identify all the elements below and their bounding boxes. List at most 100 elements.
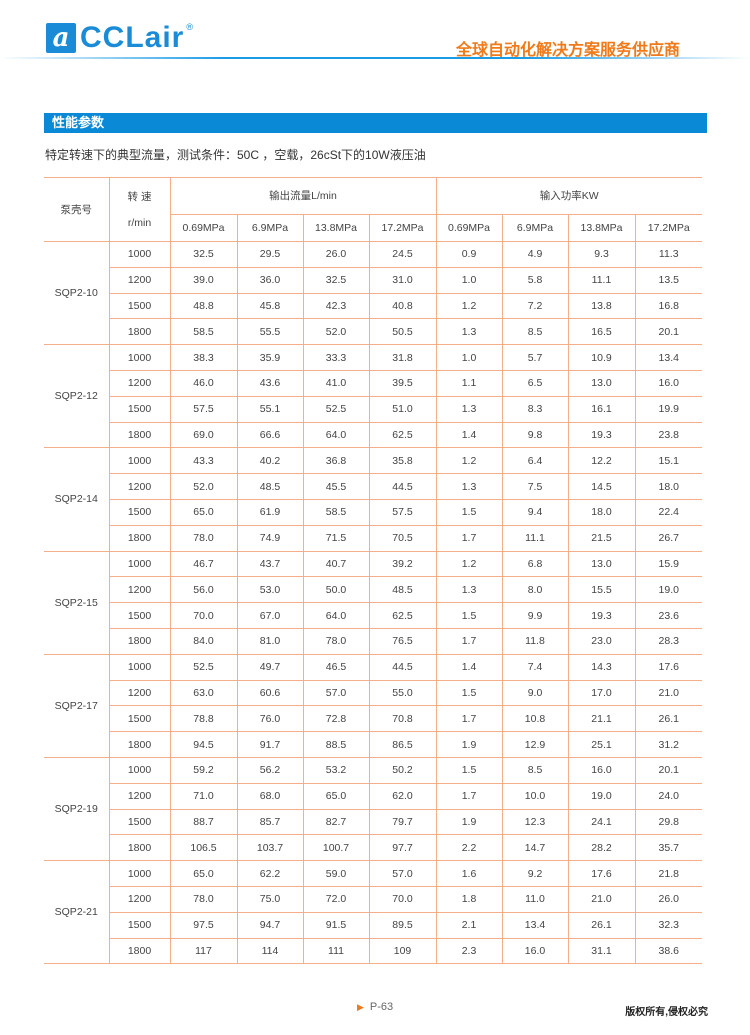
flow-cell: 62.5 <box>368 602 437 629</box>
power-cell: 1.5 <box>435 498 503 526</box>
power-cell: 6.5 <box>501 369 569 397</box>
flow-cell: 43.6 <box>236 369 304 397</box>
power-cell: 1.4 <box>435 421 503 449</box>
speed-cell: 1800 <box>109 937 171 965</box>
speed-cell: 1800 <box>109 421 171 449</box>
flow-cell: 55.5 <box>236 318 304 346</box>
flow-cell: 35.9 <box>236 344 304 371</box>
power-cell: 10.8 <box>501 705 569 733</box>
table-row: SQP2-19 1000 59.2 56.2 53.2 50.2 1.5 8.5 16.0 20.… <box>44 756 702 862</box>
pump-model-cell: SQP2-10 <box>44 240 110 346</box>
flow-cell: 41.0 <box>302 369 370 397</box>
power-cell: 16.0 <box>634 369 702 397</box>
pump-model-cell: SQP2-21 <box>44 860 110 965</box>
power-cell: 4.9 <box>501 241 569 268</box>
power-cell: 16.5 <box>567 318 636 346</box>
power-cell: 19.0 <box>634 576 702 604</box>
flow-cell: 85.7 <box>236 808 304 836</box>
flow-cell: 50.2 <box>368 756 437 784</box>
flow-cell: 43.3 <box>169 447 238 475</box>
power-cell: 13.8 <box>567 292 636 320</box>
flow-cell: 109 <box>368 937 437 965</box>
header-pressure: 13.8MPa <box>567 214 636 242</box>
speed-cell: 1000 <box>108 241 171 268</box>
power-cell: 15.5 <box>567 576 636 604</box>
pump-model-cell: SQP2-12 <box>44 344 110 449</box>
power-cell: 29.8 <box>634 808 702 836</box>
flow-cell: 39.0 <box>169 266 238 294</box>
power-cell: 16.0 <box>567 756 636 784</box>
flow-cell: 81.0 <box>236 627 304 655</box>
flow-cell: 94.5 <box>169 731 238 758</box>
power-cell: 15.1 <box>634 447 702 475</box>
flow-cell: 62.0 <box>368 782 437 810</box>
speed-cell: 1200 <box>109 782 171 810</box>
power-cell: 1.2 <box>435 447 503 475</box>
table-row: 1500 70.0 67.0 64.0 62.5 1.5 9.9 19.3 23.6 <box>44 602 702 629</box>
flow-cell: 70.0 <box>368 885 437 913</box>
flow-cell: 94.7 <box>236 911 304 939</box>
table-row: SQP2-17 1000 52.5 49.7 46.5 44.5 1.4 7.4 14.3 17.… <box>44 653 702 758</box>
power-cell: 14.3 <box>567 653 636 681</box>
table-row: SQP2-12 1000 38.3 35.9 33.3 31.8 1.0 5.7 10.9 13.… <box>44 344 702 449</box>
power-cell: 9.2 <box>501 860 569 887</box>
flow-cell: 44.5 <box>368 653 437 681</box>
power-cell: 18.0 <box>567 498 636 526</box>
table-row: 1200 52.0 48.5 45.5 44.5 1.3 7.5 14.5 18.0 <box>44 473 702 500</box>
power-cell: 26.1 <box>567 911 636 939</box>
table-row: 1200 63.0 60.6 57.0 55.0 1.5 9.0 17.0 21.0 <box>44 679 702 707</box>
speed-cell: 1000 <box>108 447 171 475</box>
flow-cell: 58.5 <box>169 318 238 346</box>
flow-cell: 91.5 <box>302 911 370 939</box>
flow-cell: 71.5 <box>302 524 370 552</box>
speed-cell: 1000 <box>108 756 171 784</box>
speed-cell: 1200 <box>109 369 171 397</box>
speed-cell: 1500 <box>109 911 171 939</box>
table-row: 1200 78.0 75.0 72.0 70.0 1.8 11.0 21.0 26.0 <box>44 885 702 913</box>
flow-cell: 75.0 <box>236 885 304 913</box>
table-row: 1800 106.5 103.7 100.7 97.7 2.2 14.7 28.2 35.7 <box>44 834 702 862</box>
table-row: 1500 65.0 61.9 58.5 57.5 1.5 9.4 18.0 22.4 <box>44 498 702 526</box>
power-cell: 20.1 <box>634 318 702 346</box>
table-row: 1800 84.0 81.0 78.0 76.5 1.7 11.8 23.0 28.3 <box>44 627 702 655</box>
flow-cell: 103.7 <box>236 834 304 862</box>
flow-cell: 60.6 <box>236 679 304 707</box>
power-cell: 7.4 <box>501 653 569 681</box>
power-cell: 11.1 <box>501 524 569 552</box>
pump-model-cell: SQP2-19 <box>44 756 110 862</box>
power-cell: 9.4 <box>501 498 569 526</box>
power-cell: 28.3 <box>634 627 702 655</box>
power-cell: 1.1 <box>435 369 503 397</box>
power-cell: 8.5 <box>501 756 569 784</box>
power-cell: 7.2 <box>501 292 569 320</box>
flow-cell: 82.7 <box>302 808 370 836</box>
header-pressure: 6.9MPa <box>236 214 304 242</box>
flow-cell: 114 <box>236 937 304 965</box>
speed-cell: 1500 <box>109 808 171 836</box>
power-cell: 15.9 <box>634 550 702 578</box>
table-row: 1800 58.5 55.5 52.0 50.5 1.3 8.5 16.5 20.1 <box>44 318 702 346</box>
power-cell: 21.5 <box>567 524 636 552</box>
flow-cell: 69.0 <box>169 421 238 449</box>
power-cell: 11.3 <box>634 241 702 268</box>
flow-cell: 57.5 <box>169 395 238 423</box>
flow-cell: 65.0 <box>169 498 238 526</box>
flow-cell: 64.0 <box>302 421 370 449</box>
flow-cell: 65.0 <box>302 782 370 810</box>
table-row: 1500 78.8 76.0 72.8 70.8 1.7 10.8 21.1 26.1 <box>44 705 702 733</box>
flow-cell: 117 <box>169 937 238 965</box>
power-cell: 8.3 <box>501 395 569 423</box>
flow-cell: 46.5 <box>302 653 370 681</box>
flow-cell: 53.2 <box>302 756 370 784</box>
power-cell: 23.6 <box>634 602 702 629</box>
flow-cell: 58.5 <box>302 498 370 526</box>
power-cell: 35.7 <box>634 834 702 862</box>
flow-cell: 89.5 <box>368 911 437 939</box>
power-cell: 6.8 <box>501 550 569 578</box>
flow-cell: 52.0 <box>302 318 370 346</box>
flow-cell: 42.3 <box>302 292 370 320</box>
power-cell: 9.9 <box>501 602 569 629</box>
power-cell: 22.4 <box>634 498 702 526</box>
flow-cell: 74.9 <box>236 524 304 552</box>
power-cell: 17.6 <box>567 860 636 887</box>
